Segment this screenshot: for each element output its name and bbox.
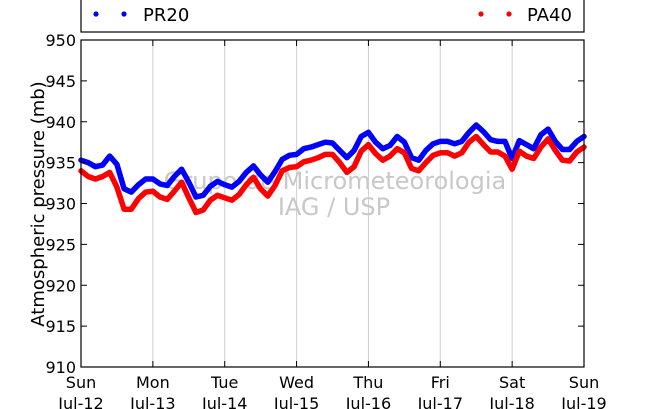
data-series — [78, 122, 587, 216]
y-tick-label: 910 — [45, 358, 76, 377]
y-tick-label: 935 — [45, 154, 76, 173]
y-tick-label: 940 — [45, 113, 76, 132]
x-tick-label-day: Sat — [499, 373, 525, 392]
y-axis: 910 915 920 925 930 935 940 945 950 — [45, 31, 584, 377]
legend-marker-pr20 — [93, 11, 99, 17]
x-axis: Sun Jul-12 Mon Jul-13 Tue Jul-14 Wed Jul-15 Thu J… — [57, 40, 607, 409]
watermark-line-2: IAG / USP — [278, 193, 390, 221]
y-tick-label: 920 — [45, 276, 76, 295]
legend-label-pa40: PA40 — [527, 5, 572, 26]
legend-marker-pa40 — [506, 11, 512, 17]
x-tick-label-date: Jul-13 — [129, 394, 175, 409]
series-line-pr20 — [78, 122, 587, 200]
x-tick-label-day: Mon — [136, 373, 170, 392]
legend-marker-pr20 — [121, 11, 127, 17]
y-tick-label: 930 — [45, 195, 76, 214]
y-tick-label: 925 — [45, 235, 76, 254]
series-line-pa40 — [78, 133, 587, 216]
y-tick-label: 950 — [45, 31, 76, 50]
x-tick-label-date: Jul-15 — [273, 394, 319, 409]
x-tick-label-day: Fri — [431, 373, 450, 392]
legend-label-pr20: PR20 — [143, 5, 189, 26]
x-tick-label-date: Jul-14 — [201, 394, 247, 409]
x-tick-label-date: Jul-18 — [488, 394, 534, 409]
x-tick-label-day: Sun — [569, 373, 599, 392]
y-tick-label: 915 — [45, 317, 76, 336]
x-tick-label-date: Jul-12 — [57, 394, 103, 409]
grid-lines — [152, 40, 513, 367]
x-tick-label-day: Thu — [352, 373, 383, 392]
x-tick-label-date: Jul-16 — [345, 394, 391, 409]
y-axis-label: Atmospheric pressure (mb) — [28, 81, 49, 326]
legend-marker-pa40 — [478, 11, 484, 17]
x-tick-label-date: Jul-17 — [417, 394, 463, 409]
legend: PR20 PA40 — [80, 0, 585, 33]
x-tick-label-date: Jul-19 — [560, 394, 606, 409]
x-tick-label-day: Sun — [66, 373, 96, 392]
y-tick-label: 945 — [45, 72, 76, 91]
x-tick-label-day: Tue — [210, 373, 238, 392]
legend-item-pr20: PR20 — [93, 5, 189, 26]
x-tick-label-day: Wed — [279, 373, 314, 392]
legend-item-pa40: PA40 — [478, 5, 572, 26]
